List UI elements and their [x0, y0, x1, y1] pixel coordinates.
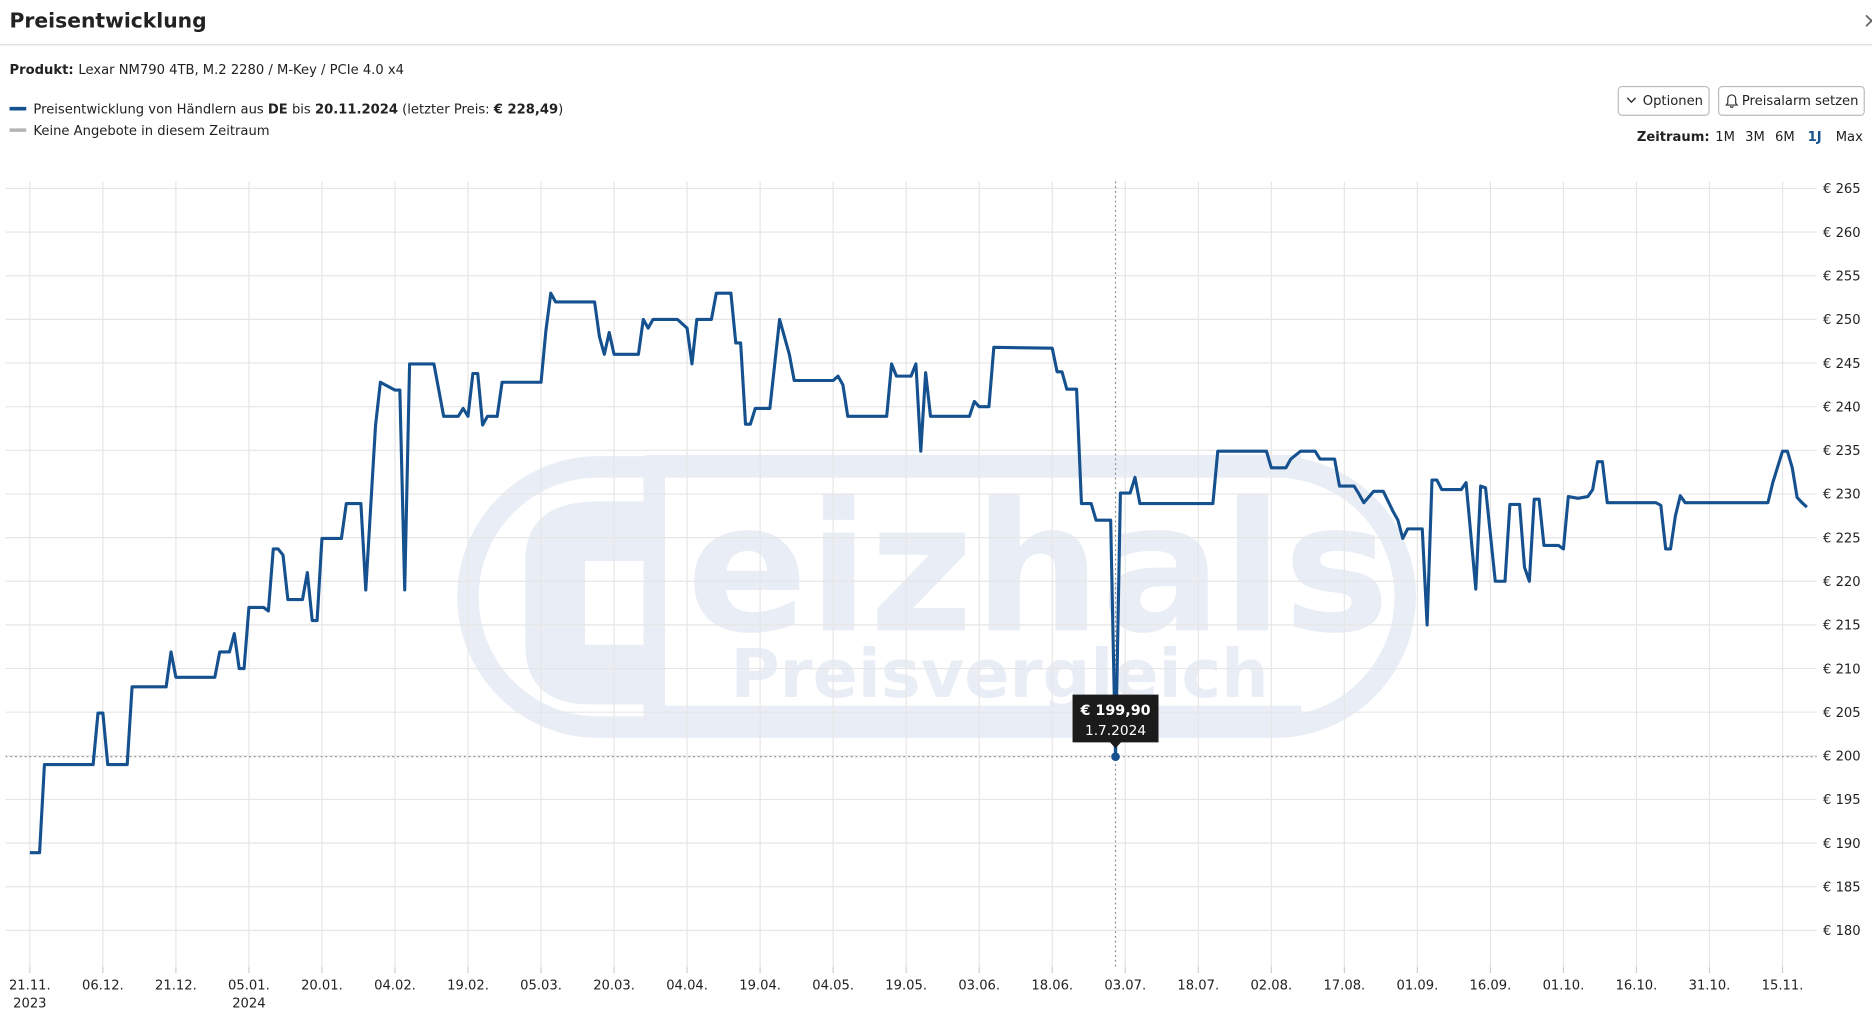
watermark-tagline: Preisvergleich	[731, 635, 1269, 713]
x-tick-label: 16.10.	[1616, 979, 1658, 994]
product-line: Produkt: Lexar NM790 4TB, M.2 2280 / M-Ke…	[10, 63, 404, 78]
legend-text: (letzter Preis:	[398, 102, 494, 117]
button-frame	[1617, 85, 1710, 116]
range-option[interactable]: 3M	[1745, 130, 1765, 145]
watermark: eizhals Preisvergleich	[457, 454, 1416, 738]
range-option[interactable]: 6M	[1775, 130, 1795, 145]
legend-entry: Keine Angebote in diesem Zeitraum	[33, 124, 269, 139]
price-alert-button[interactable]: Preisalarm setzen	[1717, 85, 1865, 116]
legend-text: bis	[288, 102, 315, 117]
legend-text: € 228,49	[493, 102, 558, 117]
tooltip: € 199,90 1.7.2024	[1072, 694, 1159, 749]
range-option[interactable]: 1M	[1715, 130, 1735, 145]
x-tick-label: 21.11.	[9, 979, 51, 994]
legend-text: DE	[268, 102, 288, 117]
product-label: Produkt:	[10, 63, 74, 78]
x-tick-label: 18.07.	[1177, 979, 1219, 994]
dialog-title: Preisentwicklung	[10, 8, 207, 32]
button-label: Optionen	[1643, 94, 1703, 109]
y-tick-label: € 255	[1823, 270, 1861, 285]
options-button[interactable]: Optionen	[1617, 85, 1710, 116]
legend-entry: Preisentwicklung von Händlern aus DE bis…	[33, 102, 563, 117]
legend-text: 20.11.2024	[315, 102, 398, 117]
x-tick-label: 31.10.	[1689, 979, 1731, 994]
legend-text: )	[558, 102, 563, 117]
chevron-icon	[1626, 97, 1637, 104]
y-tick-label: € 240	[1823, 400, 1861, 415]
x-tick-label: 19.02.	[447, 979, 489, 994]
watermark-g	[525, 501, 663, 705]
tooltip-box	[1072, 694, 1159, 743]
hover-point	[1111, 752, 1120, 761]
x-tick-label: 04.04.	[666, 979, 708, 994]
x-tick-label: 03.06.	[958, 979, 1000, 994]
button-label: Preisalarm setzen	[1742, 94, 1859, 109]
y-tick-label: € 250	[1823, 313, 1861, 328]
x-tick-label: 17.08.	[1323, 979, 1365, 994]
y-tick-label: € 190	[1823, 837, 1861, 852]
y-tick-label: € 205	[1823, 706, 1861, 721]
x-tick-label: 20.01.	[301, 979, 343, 994]
y-tick-label: € 200	[1823, 750, 1861, 765]
y-tick-label: € 245	[1823, 357, 1861, 372]
x-tick-label: 01.09.	[1397, 979, 1439, 994]
y-tick-label: € 265	[1823, 182, 1861, 197]
product-name: Lexar NM790 4TB, M.2 2280 / M-Key / PCIe…	[78, 63, 404, 78]
price-line	[29, 291, 1808, 855]
x-tick-label: 15.11.	[1762, 979, 1804, 994]
bell-icon	[1725, 94, 1739, 108]
y-tick-label: € 220	[1823, 575, 1861, 590]
range-option[interactable]: 1J	[1808, 130, 1822, 145]
x-tick-label: 04.05.	[812, 979, 854, 994]
y-tick-label: € 215	[1823, 619, 1861, 634]
legend: Preisentwicklung von Händlern aus DE bis…	[9, 102, 563, 139]
y-tick-label: € 210	[1823, 662, 1861, 677]
x-tick-label: 04.02.	[374, 979, 416, 994]
legend-text: Keine Angebote in diesem Zeitraum	[33, 124, 269, 139]
x-tick-label: 05.01.	[228, 979, 270, 994]
x-tick-label: 02.08.	[1250, 979, 1292, 994]
plot-area: € 180 € 185 € 190 € 195 € 200 € 205 € 210 € 215…	[5, 181, 1861, 1012]
range-selector: 1M 3M 6M 1J Max	[1715, 130, 1863, 145]
tooltip-price: € 199,90	[1079, 703, 1150, 719]
y-tick-label: € 185	[1823, 881, 1861, 896]
x-tick-label: 16.09.	[1470, 979, 1512, 994]
y-tick-label: € 180	[1823, 924, 1861, 939]
x-tick-label: 01.10.	[1543, 979, 1585, 994]
y-tick-label: € 235	[1823, 444, 1861, 459]
x-tick-label: 20.03.	[593, 979, 635, 994]
y-tick-label: € 225	[1823, 531, 1861, 546]
x-tick-label: 19.05.	[885, 979, 927, 994]
legend-text: Preisentwicklung von Händlern aus	[33, 102, 267, 117]
y-tick-label: € 195	[1823, 793, 1861, 808]
range-label: Zeitraum:	[1637, 130, 1710, 145]
x-tick-label: 18.06.	[1031, 979, 1073, 994]
x-tick-label: 05.03.	[520, 979, 562, 994]
x-tick-label: 19.04.	[739, 979, 781, 994]
x-tick-label: 06.12.	[82, 979, 124, 994]
x-tick-label: 21.12.	[155, 979, 197, 994]
tooltip-pointer	[1109, 741, 1122, 749]
range-option[interactable]: Max	[1836, 130, 1863, 145]
x-tick-year: 2024	[232, 997, 265, 1012]
close-button[interactable]: ×	[1862, 8, 1872, 33]
button-frame	[1717, 85, 1865, 116]
x-tick-year: 2023	[13, 997, 46, 1012]
tooltip-date: 1.7.2024	[1085, 723, 1146, 739]
y-tick-label: € 260	[1823, 226, 1861, 241]
watermark-brand: eizhals	[686, 465, 1389, 673]
y-tick-label: € 230	[1823, 488, 1861, 503]
x-tick-label: 03.07.	[1104, 979, 1146, 994]
